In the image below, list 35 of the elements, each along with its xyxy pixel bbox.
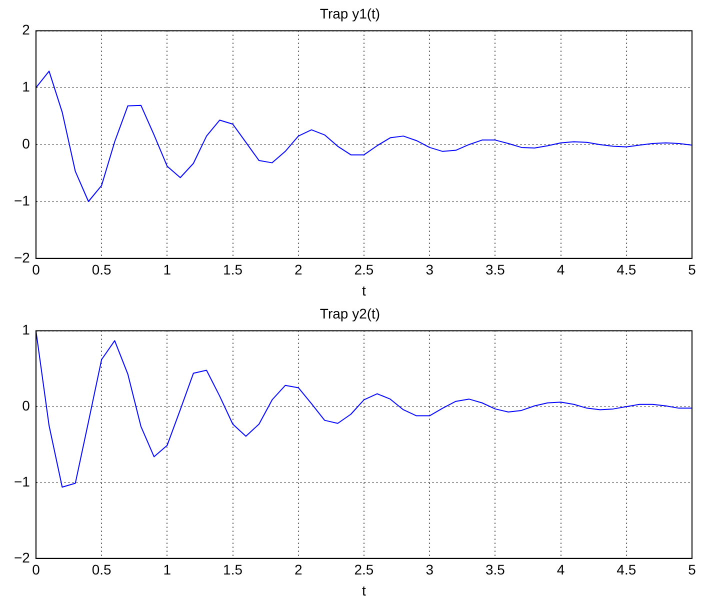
x-tick-label: 5 [688,562,696,578]
x-tick-label: 0 [32,562,40,578]
x-tick-label: 1 [163,562,172,578]
x-tick-label: 4.5 [616,262,636,278]
x-tick-label: 4.5 [616,562,636,578]
x-tick-label: 0.5 [92,562,112,578]
x-tick-label: 2.5 [354,262,374,278]
x-axis-title: t [362,282,366,298]
chart-title: Trap y2(t) [320,305,380,322]
x-tick-label: 2.5 [354,562,374,578]
x-tick-label: 3 [426,262,434,278]
y-tick-label: 2 [22,22,30,38]
chart-title: Trap y1(t) [320,5,380,22]
x-tick-label: 2 [294,562,302,578]
x-tick-label: 4 [556,262,565,278]
x-tick-label: 3.5 [485,262,506,278]
y-tick-label: 0 [22,398,30,414]
x-tick-label: 1.5 [223,562,243,578]
y-tick-label: −1 [14,473,30,490]
x-tick-label: 1.5 [223,262,243,278]
x-tick-label: 3.5 [485,562,506,578]
y-tick-label: 0 [22,135,30,152]
x-tick-label: 3 [426,562,434,578]
y-tick-label: 1 [22,322,30,338]
x-axis-title: t [362,582,366,598]
y-tick-label: −2 [14,549,30,566]
x-tick-label: 5 [688,262,696,278]
x-tick-label: 0 [32,262,40,278]
x-tick-label: 1 [163,262,172,278]
y-tick-label: −2 [14,249,30,266]
x-tick-label: 2 [294,262,302,278]
y-tick-label: 1 [22,78,30,95]
y-tick-label: −1 [14,192,30,208]
x-tick-label: 0.5 [92,262,112,278]
x-tick-label: 4 [556,562,565,578]
